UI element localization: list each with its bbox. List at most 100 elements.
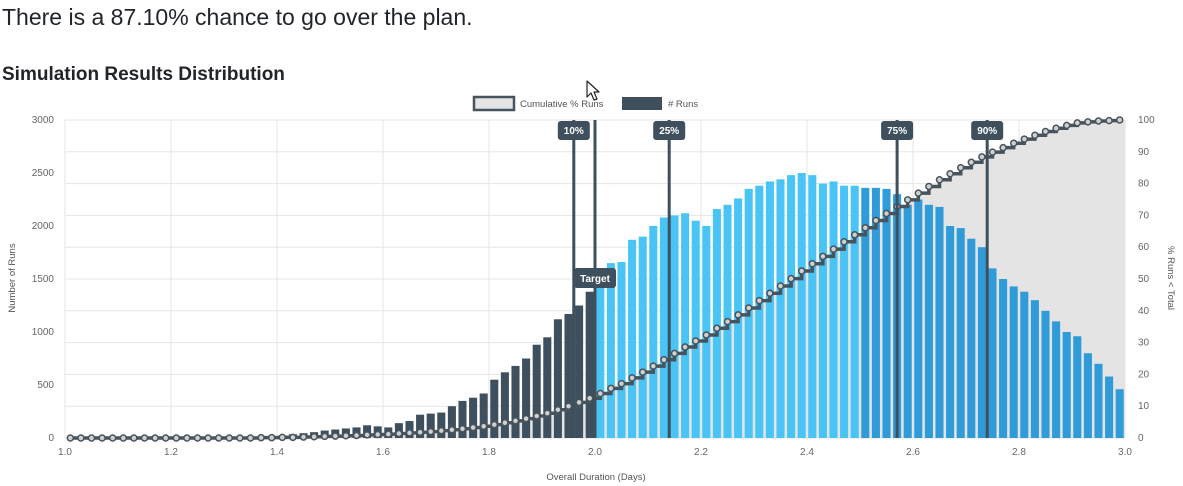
cumulative-point xyxy=(320,432,329,441)
percentile-label-box xyxy=(653,121,686,140)
histogram-bar xyxy=(511,365,520,438)
x-tick-label: 1.8 xyxy=(482,447,496,458)
cumulative-point xyxy=(437,426,446,435)
x-axis-ticks: 1.0 1.2 1.4 1.6 1.8 2.0 2.2 2.4 2.6 2.8 3.0 xyxy=(58,447,1132,458)
histogram-bar xyxy=(1030,300,1039,438)
cumulative-point xyxy=(183,434,191,442)
y-left-tick-label: 1000 xyxy=(32,327,55,338)
cumulative-point xyxy=(797,267,806,275)
cumulative-point xyxy=(1009,139,1018,147)
histogram-bar xyxy=(776,179,785,439)
cumulative-point xyxy=(670,349,679,358)
cumulative-point xyxy=(564,402,573,410)
histogram-bar xyxy=(871,187,880,438)
cumulative-point xyxy=(903,196,912,204)
histogram-bar xyxy=(532,344,541,438)
cumulative-point xyxy=(829,245,838,253)
histogram-bar xyxy=(691,220,700,438)
cumulative-point xyxy=(956,163,965,172)
histogram-bar xyxy=(787,175,796,438)
cumulative-point xyxy=(257,433,265,442)
cumulative-point xyxy=(596,389,605,398)
cumulative-point xyxy=(649,362,658,370)
cumulative-point xyxy=(384,430,393,438)
cumulative-point xyxy=(87,434,96,442)
histogram-bar xyxy=(437,412,446,438)
x-tick-label: 1.2 xyxy=(164,447,178,458)
y-left-tick-label: 3000 xyxy=(32,115,55,126)
y-right-axis-ticks: 0 10 20 30 40 50 60 70 80 90 100 xyxy=(1138,115,1155,444)
cumulative-point xyxy=(98,434,106,442)
histogram-bar xyxy=(553,319,562,438)
histogram-bar xyxy=(1083,353,1092,438)
cumulative-point xyxy=(299,433,308,441)
x-tick-label: 2.8 xyxy=(1012,447,1026,458)
cumulative-point xyxy=(108,434,117,442)
cumulative-point xyxy=(554,405,562,414)
y-left-tick-label: 2500 xyxy=(32,168,55,179)
cumulative-point xyxy=(522,414,530,423)
cumulative-point xyxy=(607,384,615,393)
cumulative-point xyxy=(617,379,626,388)
cumulative-point xyxy=(416,428,424,437)
y-right-tick-label: 100 xyxy=(1138,115,1155,126)
cumulative-point xyxy=(691,337,700,345)
target-label-box xyxy=(574,268,616,288)
histogram-bar xyxy=(882,188,891,438)
cumulative-point xyxy=(999,143,1007,152)
y-right-axis-title: % Runs < Total xyxy=(1165,246,1176,310)
y-right-tick-label: 10 xyxy=(1138,401,1150,412)
cumulative-point xyxy=(935,176,944,184)
histogram-bar xyxy=(628,239,637,438)
cumulative-point xyxy=(490,420,499,429)
histogram-bar xyxy=(914,199,923,438)
percentile-markers: 10% 25% 75% 90% xyxy=(557,120,1004,438)
cumulative-point xyxy=(1062,121,1071,130)
y-right-tick-label: 30 xyxy=(1138,338,1150,349)
x-tick-label: 1.6 xyxy=(376,447,390,458)
y-left-tick-label: 2000 xyxy=(32,221,55,232)
cumulative-point xyxy=(458,425,467,433)
histogram-bar xyxy=(638,236,647,438)
y-right-tick-label: 90 xyxy=(1138,147,1150,158)
histogram-bar xyxy=(1073,336,1082,438)
target-marker: Target xyxy=(574,120,616,438)
cumulative-point xyxy=(479,422,488,430)
histogram-bar xyxy=(458,400,467,438)
legend-bars-swatch xyxy=(622,97,662,110)
y-left-tick-label: 0 xyxy=(48,433,54,444)
cumulative-point xyxy=(501,418,509,427)
y-left-axis-title: Number of Runs xyxy=(7,243,18,312)
cumulative-point xyxy=(660,356,668,364)
mouse-cursor-icon xyxy=(586,80,600,101)
histogram-bar xyxy=(490,379,499,438)
cumulative-point xyxy=(373,430,382,439)
percentile-label-box xyxy=(557,121,590,140)
cumulative-point xyxy=(1094,117,1103,125)
histogram-bar xyxy=(1041,310,1050,438)
cumulative-point xyxy=(246,434,255,442)
x-tick-label: 2.6 xyxy=(906,447,920,458)
cumulative-point xyxy=(808,259,817,268)
cumulative-point xyxy=(140,434,149,442)
cumulative-point xyxy=(1115,116,1124,124)
cumulative-point xyxy=(638,368,647,376)
legend-cumulative-label: Cumulative % Runs xyxy=(520,99,604,110)
cumulative-point xyxy=(702,331,711,339)
cumulative-point xyxy=(723,317,732,326)
cumulative-point xyxy=(787,274,795,283)
histogram-bar xyxy=(479,393,488,438)
histogram-bar xyxy=(606,263,615,438)
cumulative-points xyxy=(66,116,1124,442)
cumulative-point xyxy=(628,374,636,382)
cumulative-point xyxy=(1084,118,1092,126)
y-right-tick-label: 0 xyxy=(1138,433,1144,444)
cumulative-point xyxy=(331,432,340,440)
histogram-bar xyxy=(1115,389,1124,438)
histogram-bar xyxy=(765,181,774,439)
histogram-bar xyxy=(903,204,912,438)
histogram-bar xyxy=(977,247,986,438)
cumulative-point xyxy=(405,429,414,437)
legend-bars-label: # Runs xyxy=(668,99,698,110)
histogram-bar xyxy=(564,313,573,438)
